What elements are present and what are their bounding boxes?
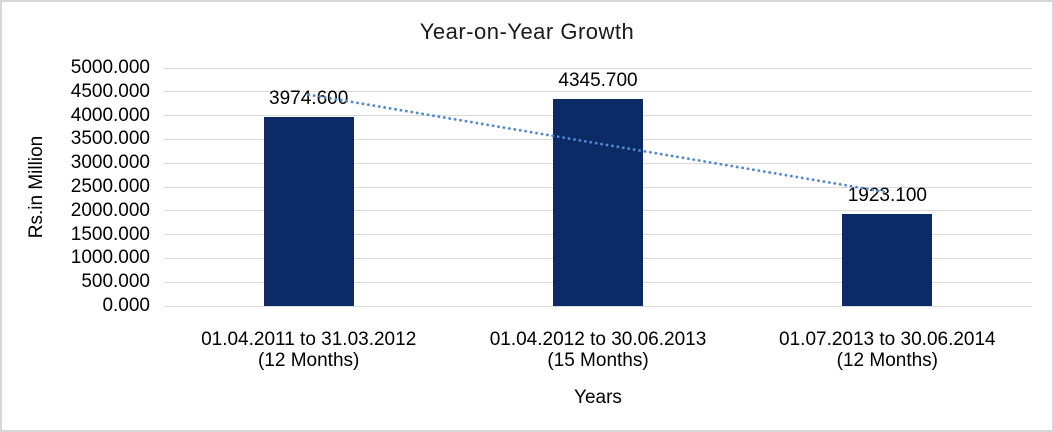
bar-value-label: 1923.100 [847, 185, 927, 207]
y-tick-label: 0.000 [102, 295, 150, 316]
x-category-period: 01.04.2012 to 30.06.2013 [489, 329, 707, 350]
y-tick-label: 4000.000 [70, 104, 150, 126]
x-axis-title: Years [574, 387, 622, 408]
y-tick-label: 1000.000 [70, 247, 150, 269]
y-tick-label: 2000.000 [70, 199, 150, 221]
bar-value-label: 3974.600 [269, 87, 349, 109]
y-axis-tick-labels: 5000.000 4500.000 4000.000 3500.000 3000.000… [2, 57, 150, 316]
y-tick-label: 500.000 [81, 271, 150, 293]
y-tick-label: 4500.000 [70, 80, 150, 102]
gridline [164, 67, 1032, 69]
gridline [164, 91, 1032, 93]
x-category-months: (15 Months) [547, 350, 649, 371]
plot-area: 3974.600 4345.700 1923.100 [164, 67, 1032, 307]
x-category-months: (12 Months) [257, 350, 360, 371]
y-tick-label: 1500.000 [70, 223, 150, 245]
y-tick-label: 2500.000 [70, 176, 150, 197]
y-tick-label: 3000.000 [70, 152, 150, 174]
x-axis-category-labels: 01.04.2011 to 31.03.2012 (12 Months) 01.04… [164, 329, 1032, 375]
y-tick-label: 5000.000 [70, 57, 150, 78]
x-category-period: 01.07.2013 to 30.06.2014 [779, 329, 996, 350]
y-tick-label: 3500.000 [70, 128, 150, 150]
bar [263, 116, 354, 306]
gridline [164, 305, 1032, 307]
x-category-period: 01.04.2011 to 31.03.2012 [201, 329, 417, 350]
chart-title: Year-on-Year Growth [419, 19, 635, 44]
x-category-months: (12 Months) [836, 350, 939, 371]
x-category-label: 01.04.2012 to 30.06.2013 (15 Months) [448, 329, 748, 371]
x-category-label: 01.04.2011 to 31.03.2012 (12 Months) [159, 329, 459, 371]
x-category-label: 01.07.2013 to 30.06.2014 (12 Months) [737, 329, 1037, 371]
bar [553, 99, 643, 306]
bar-value-label: 4345.700 [558, 70, 638, 92]
bar [842, 214, 933, 306]
